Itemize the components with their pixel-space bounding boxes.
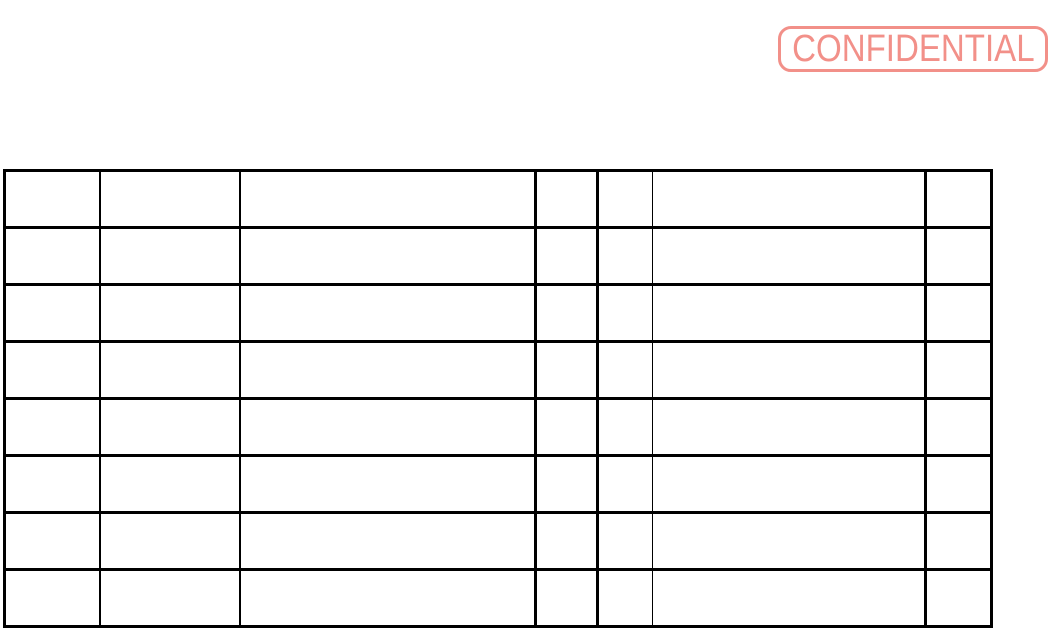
table-cell — [925, 398, 992, 457]
table-cell — [239, 341, 537, 400]
confidential-stamp: CONFIDENTIAL — [778, 26, 1048, 72]
table-cell — [925, 341, 992, 400]
table-cell — [239, 569, 537, 628]
header-cell — [4, 170, 101, 229]
blank-form-table — [3, 169, 993, 628]
table-cell — [535, 455, 599, 514]
table-cell — [652, 341, 927, 400]
table-cell — [535, 227, 599, 286]
table-cell — [925, 455, 992, 514]
header-cell — [99, 170, 241, 229]
table-cell — [99, 398, 241, 457]
table-cell — [535, 512, 599, 571]
table-cell — [925, 227, 992, 286]
table-cell — [925, 569, 992, 628]
table-cell — [597, 512, 653, 571]
header-cell — [652, 170, 927, 229]
table-cell — [535, 398, 599, 457]
table-cell — [535, 341, 599, 400]
confidential-stamp-label: CONFIDENTIAL — [791, 28, 1035, 70]
table-cell — [239, 512, 537, 571]
table-cell — [597, 455, 653, 514]
table-cell — [239, 398, 537, 457]
table-cell — [4, 398, 101, 457]
table-cell — [597, 569, 653, 628]
table-cell — [597, 398, 653, 457]
table-row — [4, 284, 992, 343]
table-cell — [4, 512, 101, 571]
table-cell — [4, 227, 101, 286]
table-cell — [99, 455, 241, 514]
table-cell — [239, 227, 537, 286]
table-cell — [652, 455, 927, 514]
table-cell — [652, 284, 927, 343]
table-cell — [652, 512, 927, 571]
table-cell — [99, 284, 241, 343]
table-cell — [239, 455, 537, 514]
table-cell — [597, 284, 653, 343]
header-cell — [239, 170, 537, 229]
table-cell — [535, 284, 599, 343]
table-cell — [99, 512, 241, 571]
table-cell — [535, 569, 599, 628]
table-cell — [925, 512, 992, 571]
table-cell — [99, 227, 241, 286]
header-cell — [597, 170, 653, 229]
table-cell — [4, 284, 101, 343]
table-cell — [597, 227, 653, 286]
table-cell — [597, 341, 653, 400]
header-cell — [925, 170, 992, 229]
table-cell — [652, 569, 927, 628]
table-cell — [652, 398, 927, 457]
table-row — [4, 227, 992, 286]
table-row — [4, 398, 992, 457]
table-header-row — [4, 170, 992, 229]
table-row — [4, 455, 992, 514]
table-cell — [652, 227, 927, 286]
header-cell — [535, 170, 599, 229]
table-cell — [4, 455, 101, 514]
table-cell — [925, 284, 992, 343]
table-cell — [4, 569, 101, 628]
table-row — [4, 512, 992, 571]
table-cell — [4, 341, 101, 400]
table-row — [4, 341, 992, 400]
table-cell — [99, 341, 241, 400]
table-cell — [99, 569, 241, 628]
table-cell — [239, 284, 537, 343]
table-row — [4, 569, 992, 628]
